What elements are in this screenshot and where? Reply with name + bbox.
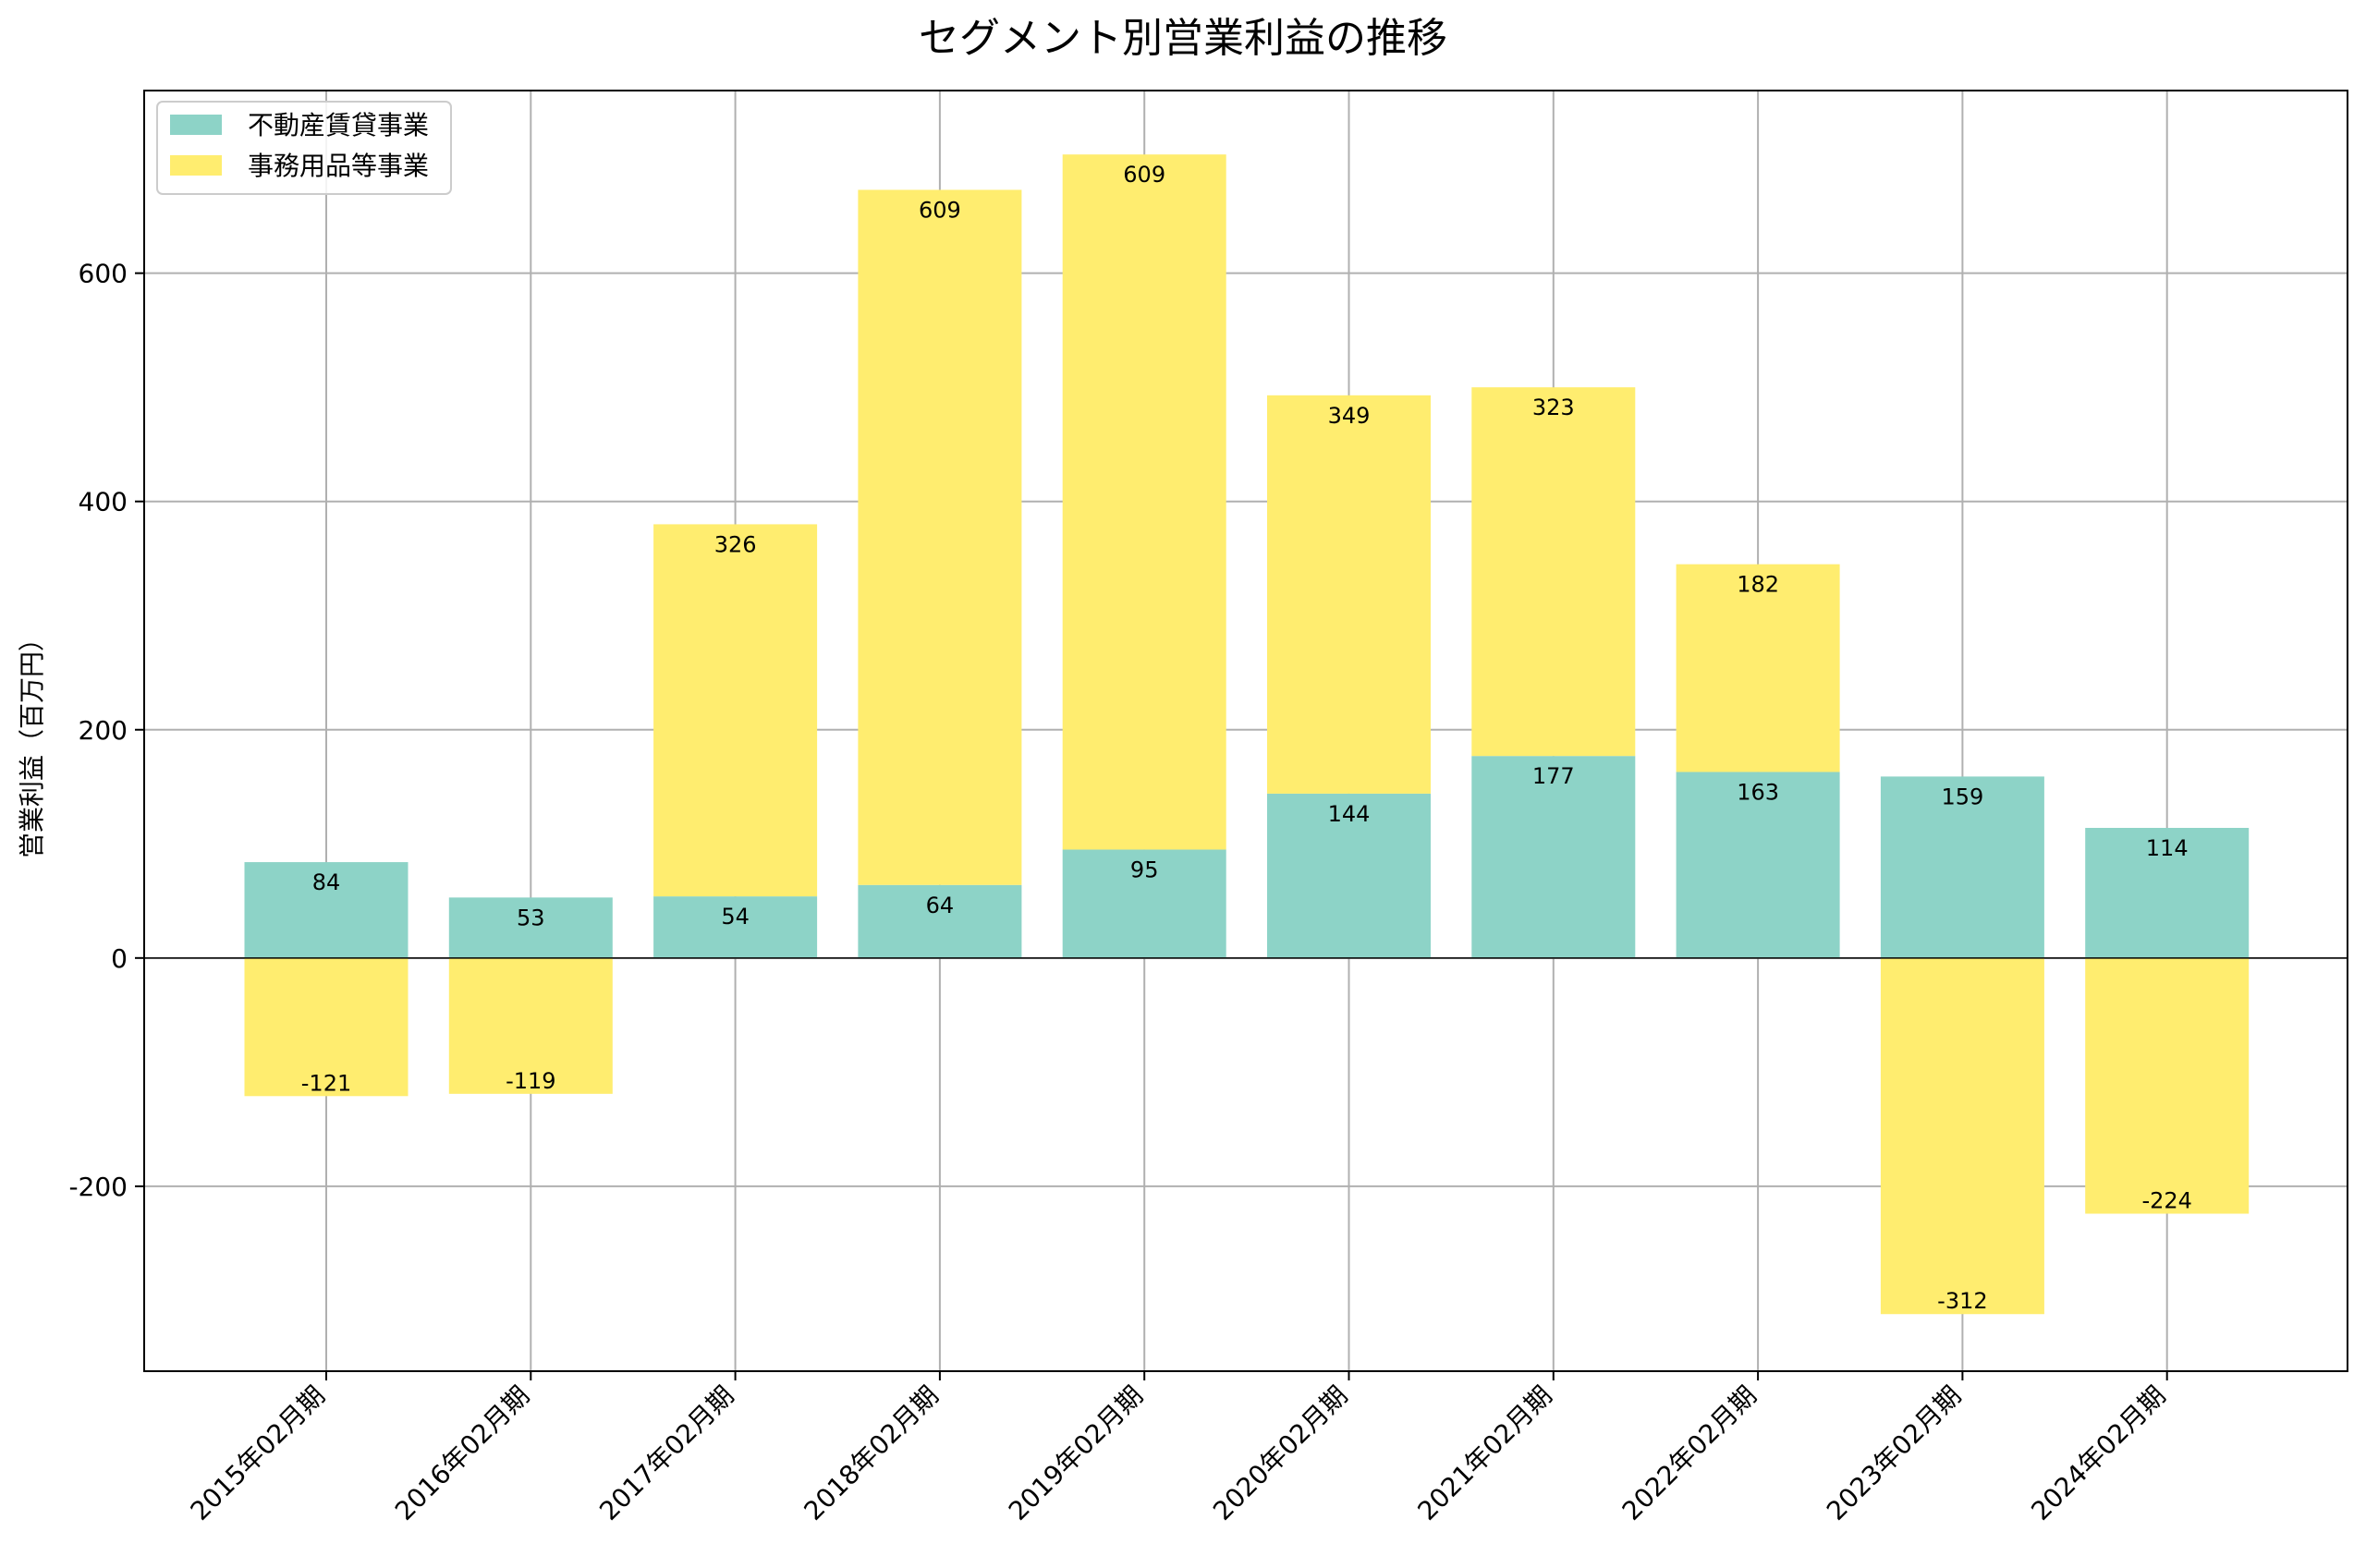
bar-real-estate xyxy=(244,862,409,958)
bar-value-label: 159 xyxy=(1941,784,1983,809)
bar-office-supplies xyxy=(2085,957,2250,1214)
bar-value-label: -119 xyxy=(506,1068,555,1094)
x-tick-label: 2018年02月期 xyxy=(799,1380,945,1526)
bars xyxy=(244,154,2250,1315)
y-tick-label: 0 xyxy=(111,943,128,974)
bar-value-label: 326 xyxy=(714,531,757,557)
bar-value-label: 177 xyxy=(1532,763,1575,789)
legend-entry: 不動産賃貸事業 xyxy=(248,110,429,140)
bar-value-label: 609 xyxy=(1123,162,1165,188)
bar-office-supplies xyxy=(244,957,409,1097)
y-tick-label: -200 xyxy=(68,1172,128,1202)
legend-box xyxy=(156,101,452,195)
bar-labels: 84 53 54 64 95 144 177 163 159 114 -121 -119 326 609 6… xyxy=(301,162,2192,1314)
y-tick-label: 400 xyxy=(79,487,128,517)
bar-value-label: 84 xyxy=(312,869,341,895)
chart-title: セグメント別営業利益の推移 xyxy=(919,15,1447,62)
legend-swatch xyxy=(170,115,222,135)
bar-real-estate xyxy=(1676,772,1840,958)
bar-real-estate xyxy=(653,896,818,958)
bar-office-supplies xyxy=(653,524,818,897)
bar-value-label: 95 xyxy=(1130,857,1159,882)
bar-value-label: 114 xyxy=(2146,835,2189,861)
bar-value-label: 609 xyxy=(919,197,961,223)
bar-real-estate xyxy=(448,897,613,958)
bar-value-label: 54 xyxy=(721,904,750,930)
y-axis-label: 営業利益（百万円） xyxy=(17,626,47,858)
bar-value-label: 64 xyxy=(926,893,955,918)
bar-office-supplies xyxy=(1062,154,1226,850)
bar-office-supplies xyxy=(1676,564,1840,772)
bar-office-supplies xyxy=(858,189,1022,885)
bar-value-label: -224 xyxy=(2141,1188,2191,1214)
plot-frame xyxy=(143,90,2348,1372)
x-tick-label: 2023年02月期 xyxy=(1821,1380,1967,1526)
bar-office-supplies xyxy=(1267,395,1431,794)
legend-swatch xyxy=(170,155,222,176)
bar-real-estate xyxy=(1267,793,1431,958)
bar-value-label: 163 xyxy=(1737,779,1779,805)
x-tick-label: 2016年02月期 xyxy=(389,1380,535,1526)
x-tick-label: 2015年02月期 xyxy=(185,1380,331,1526)
bar-value-label: 144 xyxy=(1328,801,1371,827)
bar-value-label: -312 xyxy=(1937,1288,1987,1314)
bar-value-label: -121 xyxy=(301,1070,351,1096)
bar-office-supplies xyxy=(1880,957,2044,1315)
x-tick-label: 2019年02月期 xyxy=(1003,1380,1149,1526)
x-tick-label: 2022年02月期 xyxy=(1616,1380,1762,1526)
x-tick-label: 2021年02月期 xyxy=(1411,1380,1557,1526)
y-tick-label: 200 xyxy=(79,715,128,746)
x-tick-label: 2020年02月期 xyxy=(1207,1380,1353,1526)
bar-real-estate xyxy=(2085,828,2250,958)
bar-real-estate xyxy=(858,884,1022,958)
y-tick-label: 600 xyxy=(79,259,128,289)
legend-entry: 事務用品等事業 xyxy=(248,151,429,181)
x-tick-label: 2024年02月期 xyxy=(2025,1380,2171,1526)
bar-value-label: 53 xyxy=(517,905,545,930)
x-tick-label: 2017年02月期 xyxy=(593,1380,739,1526)
bar-office-supplies xyxy=(1471,387,1636,757)
bar-real-estate xyxy=(1471,756,1636,958)
bar-real-estate xyxy=(1880,776,2044,958)
bar-real-estate xyxy=(1062,849,1226,958)
bar-office-supplies xyxy=(448,957,613,1094)
bar-value-label: 349 xyxy=(1328,403,1371,429)
bar-value-label: 323 xyxy=(1532,395,1575,420)
bar-value-label: 182 xyxy=(1737,572,1779,598)
